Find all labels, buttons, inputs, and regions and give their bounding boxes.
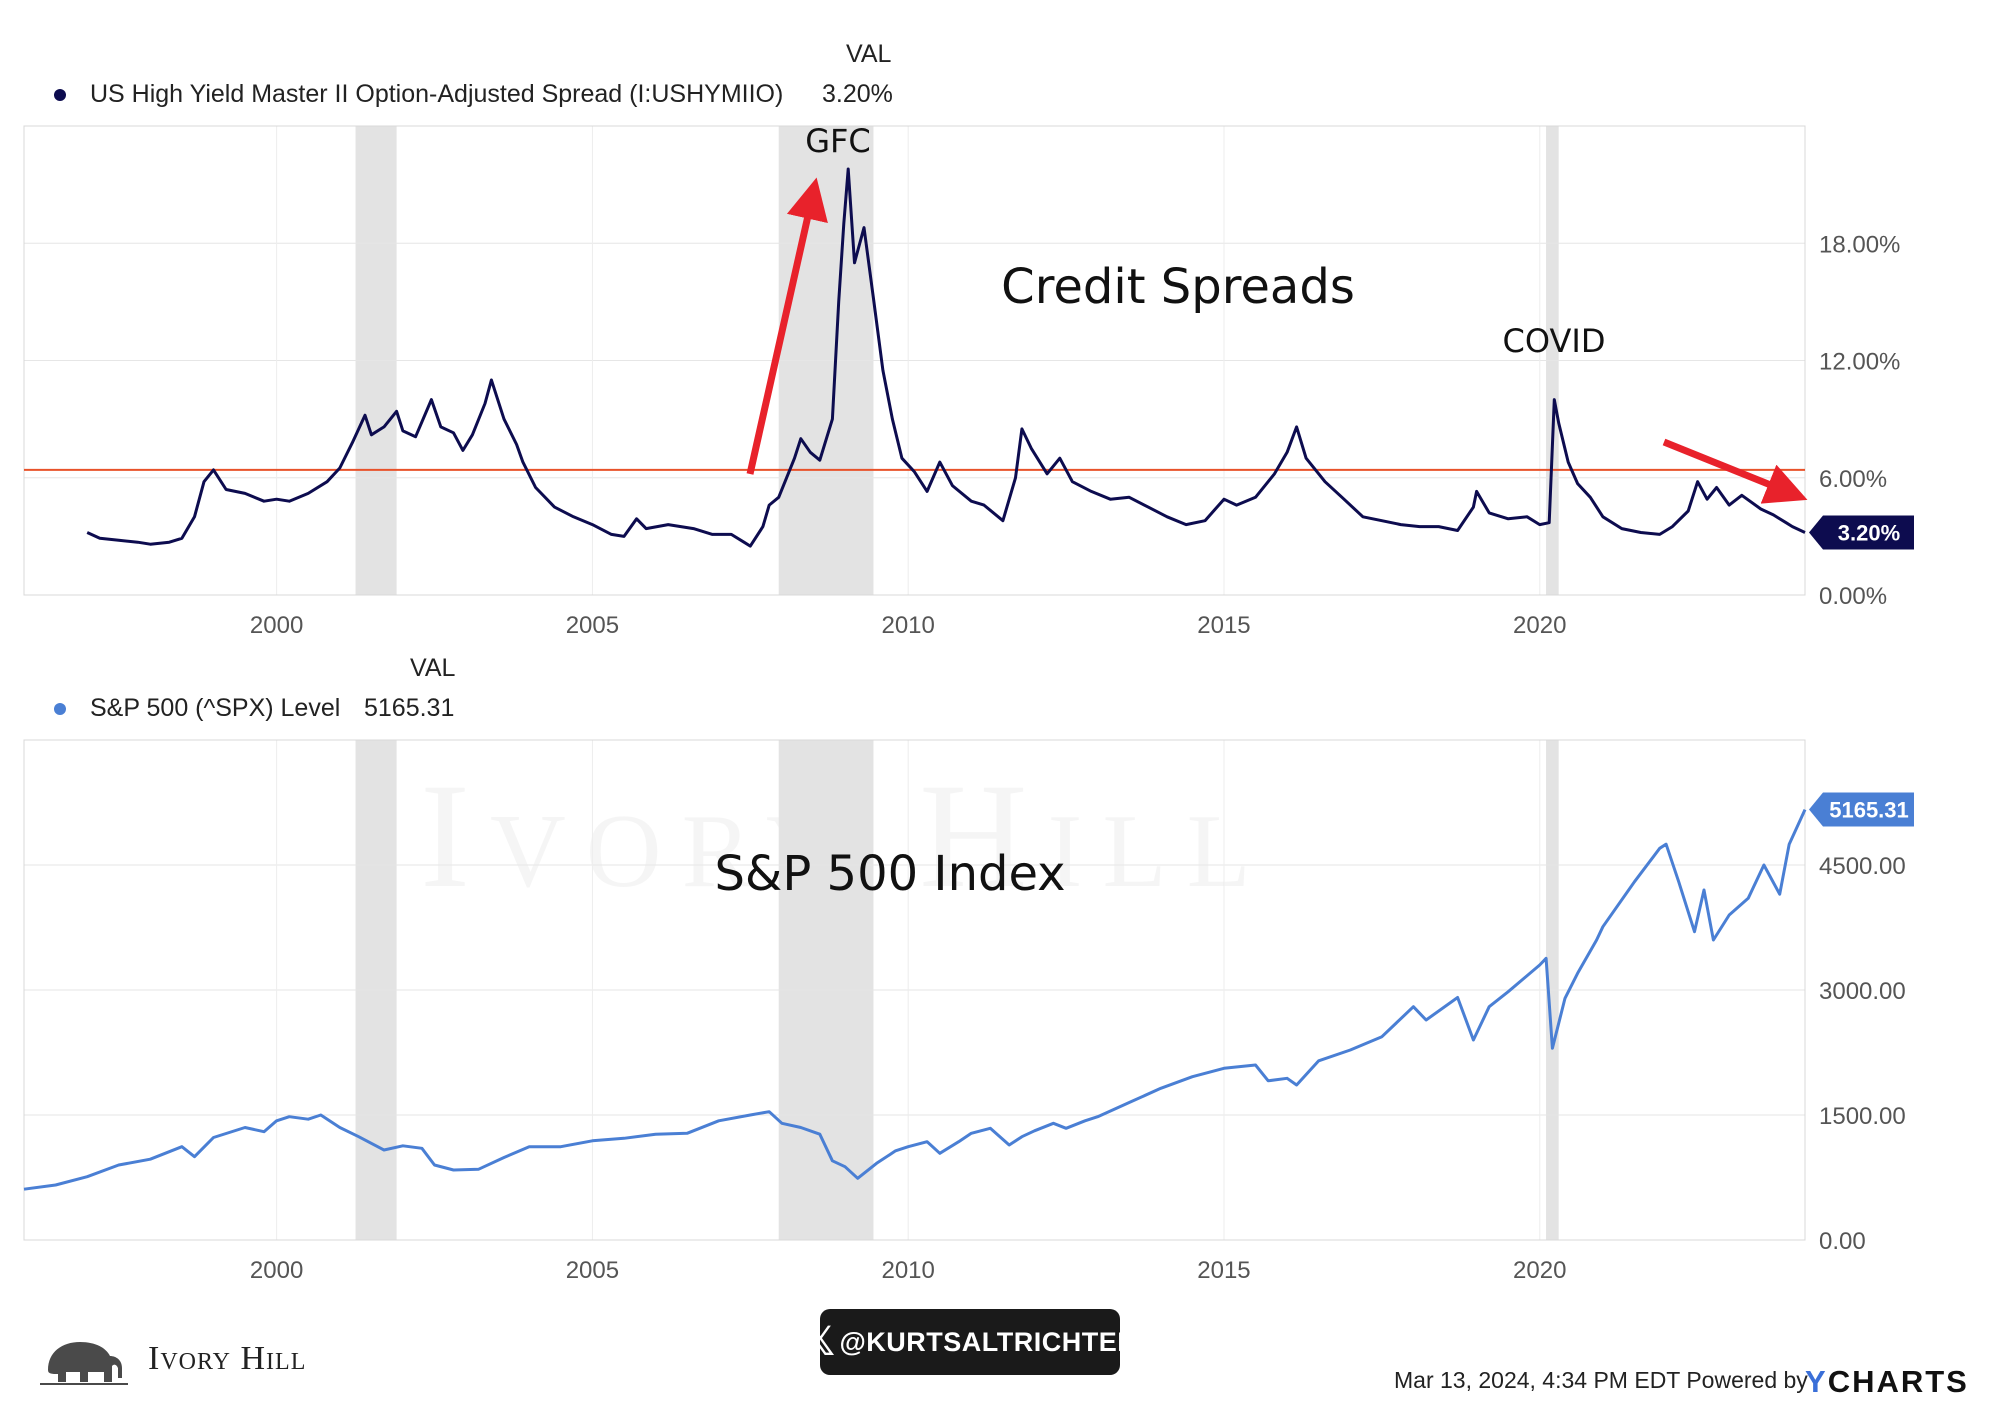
spread-xtick-label: 2005 [566,612,619,639]
spx-xtick-label: 2020 [1513,1257,1566,1284]
social-handle: @KURTSALTRICHTER [839,1326,1138,1357]
spx-xtick-label: 2000 [250,1257,303,1284]
brand: Ivory Hill [40,1330,306,1388]
social-handle-badge[interactable]: 𝕏 @KURTSALTRICHTER [803,1309,1137,1375]
spx-ytick-label: 1500.00 [1819,1103,1906,1130]
spread-last-value-badge [1809,515,1914,550]
bottom-legend: S&P 500 (^SPX) Level [54,694,340,723]
spread-xtick-label: 2010 [881,612,934,639]
spread-ytick-label: 12.00% [1819,349,1900,376]
spx-ytick-label: 4500.00 [1819,853,1906,880]
top-series-dot-icon [54,88,66,101]
spx-last-value-label: 5165.31 [1829,798,1909,823]
credit-spreads-title: Credit Spreads [1001,259,1355,315]
spread-xtick-label: 2015 [1197,612,1250,639]
spx-xtick-label: 2010 [881,1257,934,1284]
spread-last-value-label: 3.20% [1838,520,1900,545]
spx-last-value-badge [1809,792,1914,827]
gfc-arrow [746,177,828,475]
bottom-legend-value: 5165.31 [364,694,455,722]
ycharts-logo-text: CHARTS [1827,1364,1969,1399]
spread-series-line [86,167,1806,548]
spread-xtick-label: 2000 [250,612,303,639]
top-legend-label: US High Yield Master II Option-Adjusted … [90,80,784,108]
spx-ytick-label: 3000.00 [1819,978,1906,1005]
bottom-legend-label: S&P 500 (^SPX) Level [90,694,341,722]
spx-series-line [23,808,1807,1191]
timestamp: Mar 13, 2024, 4:34 PM EDT Powered by [1394,1367,1808,1393]
spread-ytick-label: 18.00% [1819,231,1900,258]
spread-ytick-label: 0.00% [1819,583,1887,610]
brand-name: Ivory Hill [148,1340,307,1377]
top-legend-value: 3.20% [822,80,893,108]
gfc-annotation: GFC [805,122,871,160]
top-legend: US High Yield Master II Option-Adjusted … [54,80,783,109]
credit-spreads-chart: 0.00% 6.00% 12.00% 18.00% 2000 2005 2010 2015 20… [23,122,1914,639]
covid-annotation: COVID [1503,322,1606,360]
decline-arrow [1662,438,1808,504]
ycharts-logo-y: Y [1805,1364,1828,1399]
spx-xtick-label: 2005 [566,1257,619,1284]
spread-ytick-label: 6.00% [1819,466,1887,493]
bottom-legend-val-header: VAL [410,654,456,682]
bottom-series-dot-icon [54,702,66,715]
top-legend-val-header: VAL [846,40,892,68]
sp500-title: S&P 500 Index [714,846,1065,902]
x-logo-icon: 𝕏 [802,1319,836,1365]
spread-xtick-label: 2020 [1513,612,1566,639]
spx-ytick-label: 0.00 [1819,1228,1866,1255]
spread-plot-frame [23,125,1806,596]
spx-plot-frame [23,739,1806,1241]
sp500-chart: 0.00 1500.00 3000.00 4500.00 2000 2005 2010 201… [23,739,1914,1284]
ycharts-logo: YCHARTS [1805,1364,1969,1400]
spx-xtick-label: 2015 [1197,1257,1250,1284]
elephant-logo-icon [40,1342,128,1385]
